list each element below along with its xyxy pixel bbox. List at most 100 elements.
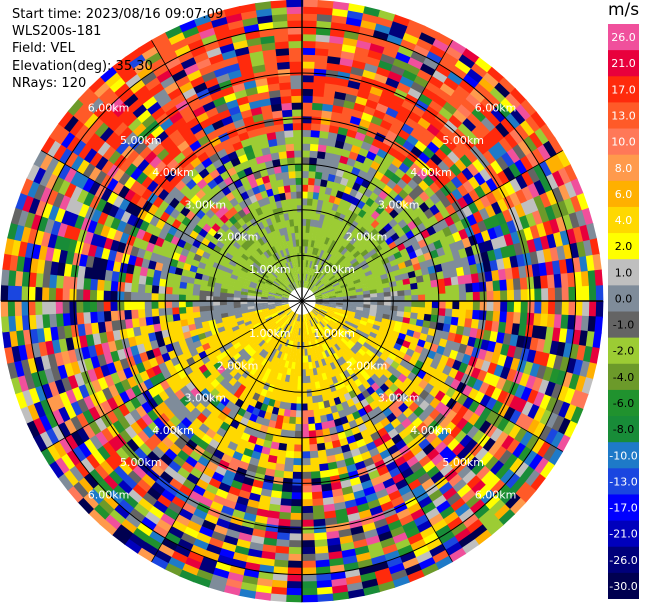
gate-cell: [560, 314, 569, 330]
gate-cell: [339, 356, 347, 365]
gate-cell: [268, 321, 276, 328]
gate-cell: [534, 288, 542, 302]
gate-cell: [336, 431, 347, 441]
gate-cell: [361, 111, 374, 123]
gate-cell: [264, 367, 272, 377]
gate-cell: [484, 424, 498, 439]
gate-cell: [332, 326, 340, 334]
gate-cell: [264, 433, 274, 442]
gate-cell: [301, 526, 315, 534]
gate-cell: [305, 218, 311, 227]
gate-cell: [421, 443, 435, 456]
gate-cell: [329, 28, 346, 38]
gate-cell: [300, 560, 316, 569]
gate-cell: [580, 315, 590, 333]
gate-cell: [585, 331, 595, 349]
gate-cell: [250, 450, 262, 460]
gate-cell: [294, 225, 299, 233]
gate-cell: [336, 341, 344, 350]
gate-cell: [75, 288, 84, 301]
gate-cell: [494, 484, 511, 501]
gate-cell: [191, 484, 206, 497]
gate-cell: [287, 311, 294, 318]
gate-cell: [154, 458, 169, 472]
gate-cell: [328, 293, 337, 297]
gate-cell: [538, 425, 553, 443]
gate-cell: [518, 265, 527, 279]
gate-cell: [396, 81, 412, 95]
gate-cell: [17, 374, 29, 392]
gate-cell: [205, 295, 214, 301]
gate-cell: [298, 348, 302, 357]
gate-cell: [321, 200, 330, 209]
gate-cell: [386, 519, 403, 532]
gate-cell: [502, 256, 512, 270]
gate-cell: [354, 312, 363, 318]
gate-cell: [444, 340, 455, 351]
gate-cell: [303, 321, 305, 329]
gate-cell: [319, 249, 325, 258]
gate-cell: [365, 244, 375, 253]
gate-cell: [335, 366, 344, 375]
gate-cell: [313, 415, 322, 424]
gate-cell: [455, 417, 469, 431]
gate-cell: [368, 144, 381, 155]
gate-cell: [319, 287, 327, 292]
gate-cell: [368, 548, 385, 560]
gate-cell: [360, 19, 378, 31]
gate-cell: [350, 346, 359, 355]
gate-cell: [482, 72, 500, 89]
gate-cell: [387, 428, 399, 440]
gate-cell: [448, 223, 459, 235]
gate-cell: [500, 97, 517, 115]
gate-cell: [289, 512, 302, 521]
gate-cell: [190, 334, 200, 343]
gate-cell: [382, 348, 392, 358]
gate-cell: [434, 112, 450, 127]
gate-cell: [466, 475, 482, 491]
gate-cell: [129, 408, 142, 422]
gate-cell: [365, 56, 382, 68]
gate-cell: [335, 308, 343, 312]
gate-cell: [301, 369, 306, 377]
gate-cell: [315, 429, 324, 438]
gate-cell: [364, 325, 373, 332]
gate-cell: [450, 522, 468, 538]
gate-cell: [530, 437, 546, 455]
gate-cell: [271, 573, 288, 582]
gate-cell: [444, 119, 459, 134]
gate-cell: [355, 253, 364, 261]
gate-cell: [536, 249, 546, 265]
gate-cell: [102, 474, 119, 490]
gate-cell: [89, 300, 98, 313]
gate-cell: [420, 267, 430, 276]
gate-cell: [444, 285, 453, 295]
gate-cell: [322, 304, 330, 307]
gate-cell: [478, 381, 490, 396]
gate-cell: [361, 313, 370, 320]
gate-cell: [594, 316, 603, 334]
gate-cell: [212, 494, 226, 506]
gate-cell: [439, 505, 455, 520]
gate-cell: [494, 82, 512, 99]
gate-cell: [285, 317, 291, 325]
gate-cell: [321, 393, 329, 402]
gate-cell: [424, 483, 439, 497]
gate-cell: [426, 465, 440, 479]
gate-cell: [305, 375, 311, 384]
gate-cell: [404, 289, 412, 296]
gate-cell: [255, 466, 267, 476]
gate-cell: [253, 377, 262, 387]
gate-cell: [461, 539, 480, 555]
gate-cell: [237, 366, 246, 376]
gate-cell: [103, 300, 111, 312]
gate-cell: [326, 544, 342, 554]
gate-cell: [499, 279, 508, 292]
gate-cell: [235, 355, 244, 365]
gate-cell: [356, 303, 364, 308]
gate-cell: [376, 308, 384, 315]
gate-cell: [400, 38, 418, 52]
gate-cell: [399, 551, 417, 564]
gate-cell: [295, 417, 302, 425]
gate-cell: [467, 400, 481, 414]
